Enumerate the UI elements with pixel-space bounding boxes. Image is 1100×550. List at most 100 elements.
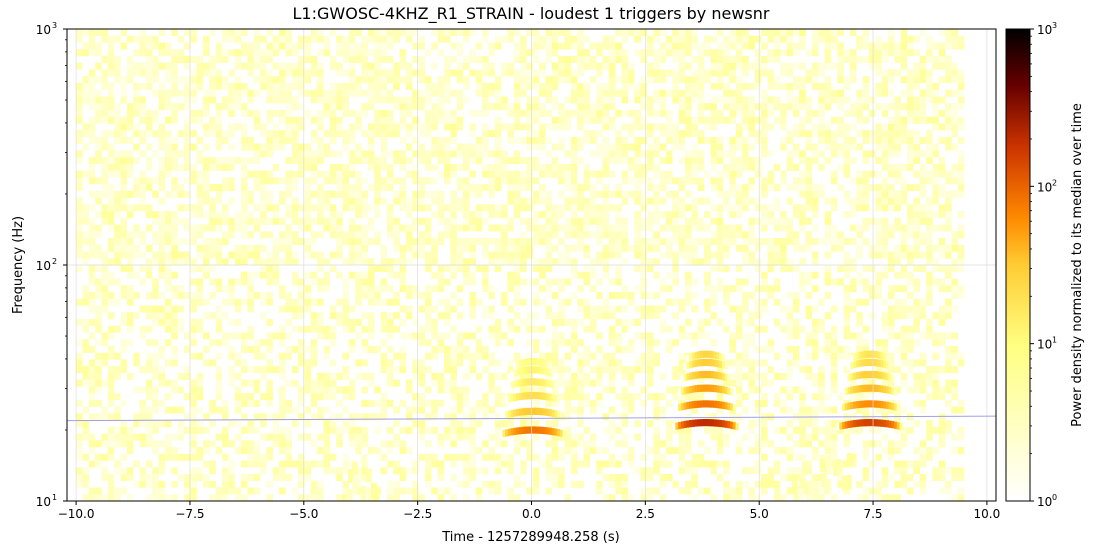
noise-cell: [76, 109, 83, 117]
noise-cell: [310, 170, 318, 178]
noise-cell: [355, 29, 362, 36]
noise-cell: [437, 29, 445, 36]
noise-cell: [196, 150, 204, 158]
noise-cell: [355, 190, 362, 198]
noise-cell: [735, 352, 743, 360]
noise-cell: [336, 170, 343, 178]
noise-cell: [348, 136, 356, 144]
noise-cell: [570, 163, 578, 171]
noise-cell: [710, 494, 717, 501]
noise-cell: [152, 420, 159, 428]
noise-cell: [463, 426, 470, 434]
noise-cell: [608, 494, 616, 501]
noise-cell: [367, 130, 375, 138]
noise-cell: [215, 224, 223, 232]
noise-cell: [450, 231, 457, 239]
noise-cell: [361, 103, 369, 111]
noise-cell: [539, 190, 546, 198]
noise-cell: [710, 109, 717, 117]
noise-cell: [228, 285, 235, 293]
noise-cell: [507, 177, 514, 185]
noise-cell: [697, 49, 705, 57]
noise-cell: [659, 123, 667, 131]
noise-cell: [830, 96, 838, 104]
noise-cell: [76, 298, 83, 306]
noise-cell: [171, 352, 178, 360]
noise-cell: [107, 224, 115, 232]
noise-cell: [482, 265, 489, 272]
noise-cell: [647, 217, 654, 225]
noise-cell: [95, 116, 102, 124]
noise-cell: [773, 372, 781, 380]
noise-cell: [222, 35, 229, 43]
noise-cell: [158, 89, 166, 97]
noise-cell: [380, 339, 388, 347]
noise-cell: [780, 251, 787, 259]
noise-cell: [386, 487, 394, 495]
noise-cell: [145, 440, 153, 448]
noise-cell: [564, 399, 572, 407]
noise-cell: [691, 69, 698, 77]
noise-cell: [95, 487, 102, 495]
noise-cell: [589, 406, 597, 414]
noise-cell: [830, 244, 838, 252]
noise-cell: [539, 123, 546, 131]
noise-cell: [437, 298, 445, 306]
noise-cell: [196, 82, 204, 90]
noise-cell: [710, 426, 717, 434]
noise-cell: [526, 123, 534, 131]
noise-cell: [95, 136, 102, 144]
noise-cell: [374, 116, 381, 124]
noise-cell: [818, 372, 825, 380]
noise-cell: [361, 190, 369, 198]
noise-cell: [469, 69, 476, 77]
noise-cell: [564, 366, 572, 374]
noise-cell: [355, 56, 362, 63]
noise-cell: [640, 190, 648, 198]
noise-cell: [843, 190, 851, 198]
noise-cell: [196, 197, 204, 205]
noise-cell: [615, 332, 622, 340]
noise-cell: [837, 150, 844, 158]
noise-cell: [716, 393, 724, 401]
noise-cell: [786, 163, 794, 171]
noise-cell: [133, 49, 140, 57]
noise-cell: [754, 305, 762, 313]
noise-cell: [615, 157, 622, 165]
noise-cell: [298, 359, 305, 367]
noise-cell: [761, 305, 768, 313]
noise-cell: [272, 467, 280, 475]
noise-cell: [494, 170, 502, 178]
noise-cell: [634, 150, 641, 158]
noise-cell: [101, 406, 109, 414]
noise-cell: [152, 440, 159, 448]
noise-cell: [634, 170, 641, 178]
noise-cell: [431, 238, 438, 245]
noise-cell: [228, 332, 235, 340]
noise-cell: [526, 487, 534, 495]
noise-cell: [298, 163, 305, 171]
noise-cell: [88, 130, 96, 138]
noise-cell: [716, 184, 724, 192]
noise-cell: [830, 447, 838, 455]
noise-cell: [482, 278, 489, 286]
noise-cell: [412, 116, 419, 124]
noise-cell: [367, 312, 375, 320]
noise-cell: [824, 217, 832, 225]
noise-cell: [570, 379, 578, 387]
noise-cell: [196, 285, 204, 293]
noise-cell: [558, 204, 565, 212]
noise-cell: [285, 103, 292, 111]
noise-cell: [412, 224, 419, 232]
noise-cell: [101, 56, 109, 63]
noise-cell: [532, 224, 540, 232]
noise-cell: [520, 420, 527, 428]
noise-cell: [215, 197, 223, 205]
noise-cell: [298, 298, 305, 306]
noise-cell: [583, 62, 591, 70]
noise-cell: [640, 487, 648, 495]
noise-cell: [126, 35, 134, 43]
noise-cell: [386, 170, 394, 178]
noise-cell: [672, 339, 679, 347]
noise-cell: [577, 35, 584, 43]
